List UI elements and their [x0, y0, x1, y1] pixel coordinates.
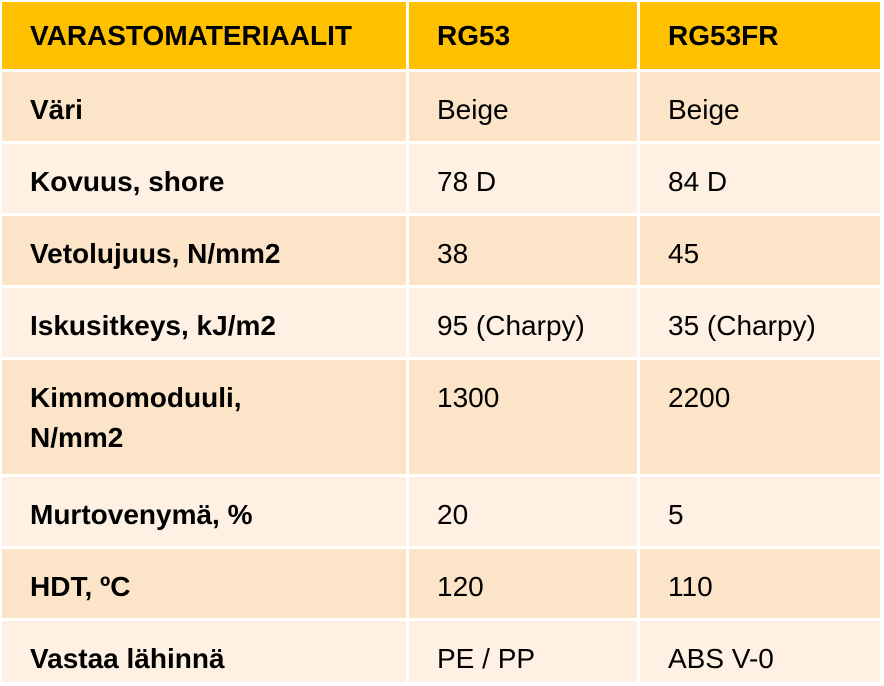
row-value-rg53-color: Beige — [409, 72, 637, 141]
header-materials: VARASTOMATERIAALIT — [2, 2, 406, 69]
row-label-tensile: Vetolujuus, N/mm2 — [2, 216, 406, 285]
row-label-color: Väri — [2, 72, 406, 141]
row-label-hdt: HDT, ºC — [2, 549, 406, 618]
row-value-rg53-elongation: 20 — [409, 477, 637, 546]
row-label-modulus: Kimmomoduuli, N/mm2 — [2, 360, 406, 474]
row-value-rg53fr-color: Beige — [640, 72, 880, 141]
row-value-rg53fr-impact: 35 (Charpy) — [640, 288, 880, 357]
row-label-impact: Iskusitkeys, kJ/m2 — [2, 288, 406, 357]
row-value-rg53-hdt: 120 — [409, 549, 637, 618]
row-label-hardness: Kovuus, shore — [2, 144, 406, 213]
row-value-rg53fr-hdt: 110 — [640, 549, 880, 618]
row-value-rg53-hardness: 78 D — [409, 144, 637, 213]
row-value-rg53fr-hardness: 84 D — [640, 144, 880, 213]
row-value-rg53-modulus: 1300 — [409, 360, 637, 474]
row-value-rg53fr-equivalent: ABS V-0 — [640, 621, 880, 682]
row-value-rg53fr-tensile: 45 — [640, 216, 880, 285]
header-rg53fr: RG53FR — [640, 2, 880, 69]
row-value-rg53-equivalent: PE / PP — [409, 621, 637, 682]
row-value-rg53-tensile: 38 — [409, 216, 637, 285]
header-rg53: RG53 — [409, 2, 637, 69]
row-value-rg53fr-modulus: 2200 — [640, 360, 880, 474]
row-value-rg53-impact: 95 (Charpy) — [409, 288, 637, 357]
row-label-elongation: Murtovenymä, % — [2, 477, 406, 546]
row-label-equivalent: Vastaa lähinnä — [2, 621, 406, 682]
row-value-rg53fr-elongation: 5 — [640, 477, 880, 546]
